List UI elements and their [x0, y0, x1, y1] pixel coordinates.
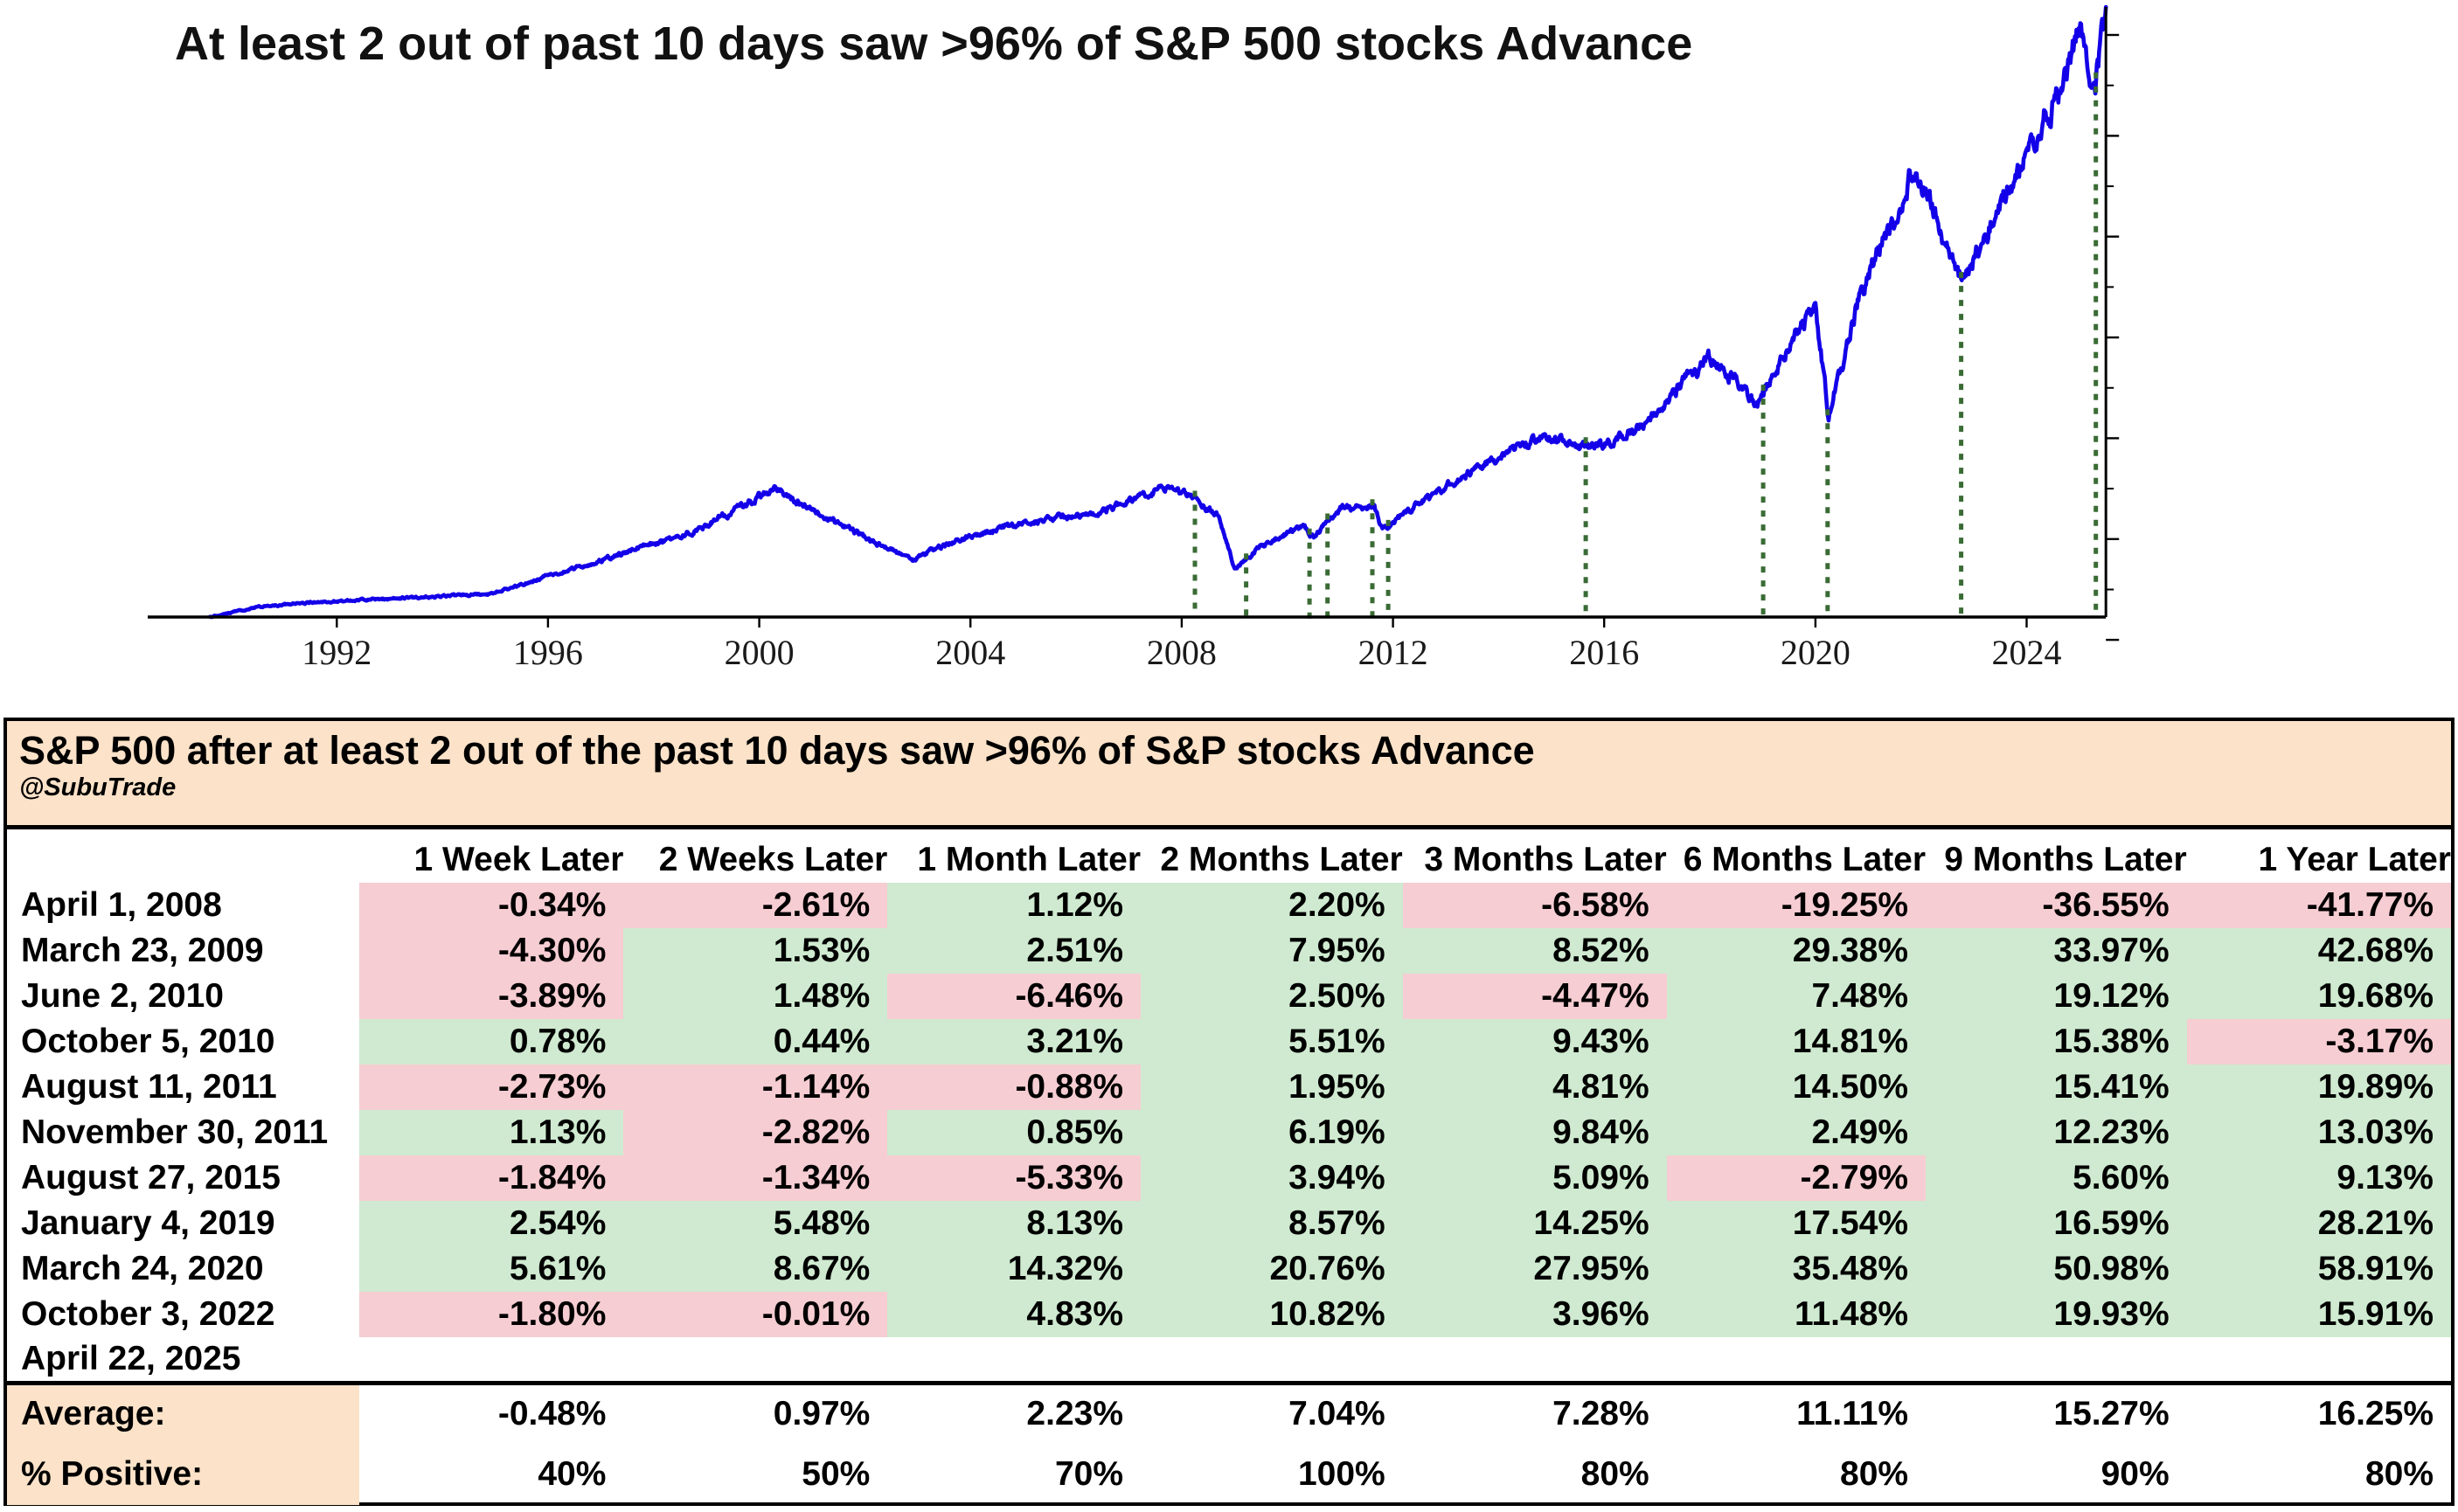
svg-text:2012: 2012 [1358, 633, 1428, 672]
svg-text:1996: 1996 [513, 633, 583, 672]
svg-text:1992: 1992 [302, 633, 371, 672]
svg-text:2004: 2004 [935, 633, 1005, 672]
svg-text:2008: 2008 [1147, 633, 1217, 672]
svg-text:2024: 2024 [1992, 633, 2062, 672]
svg-text:2016: 2016 [1569, 633, 1639, 672]
svg-text:At least 2 out of past 10 days: At least 2 out of past 10 days saw >96% … [175, 17, 1692, 70]
svg-text:2000: 2000 [725, 633, 795, 672]
svg-text:2020: 2020 [1781, 633, 1850, 672]
